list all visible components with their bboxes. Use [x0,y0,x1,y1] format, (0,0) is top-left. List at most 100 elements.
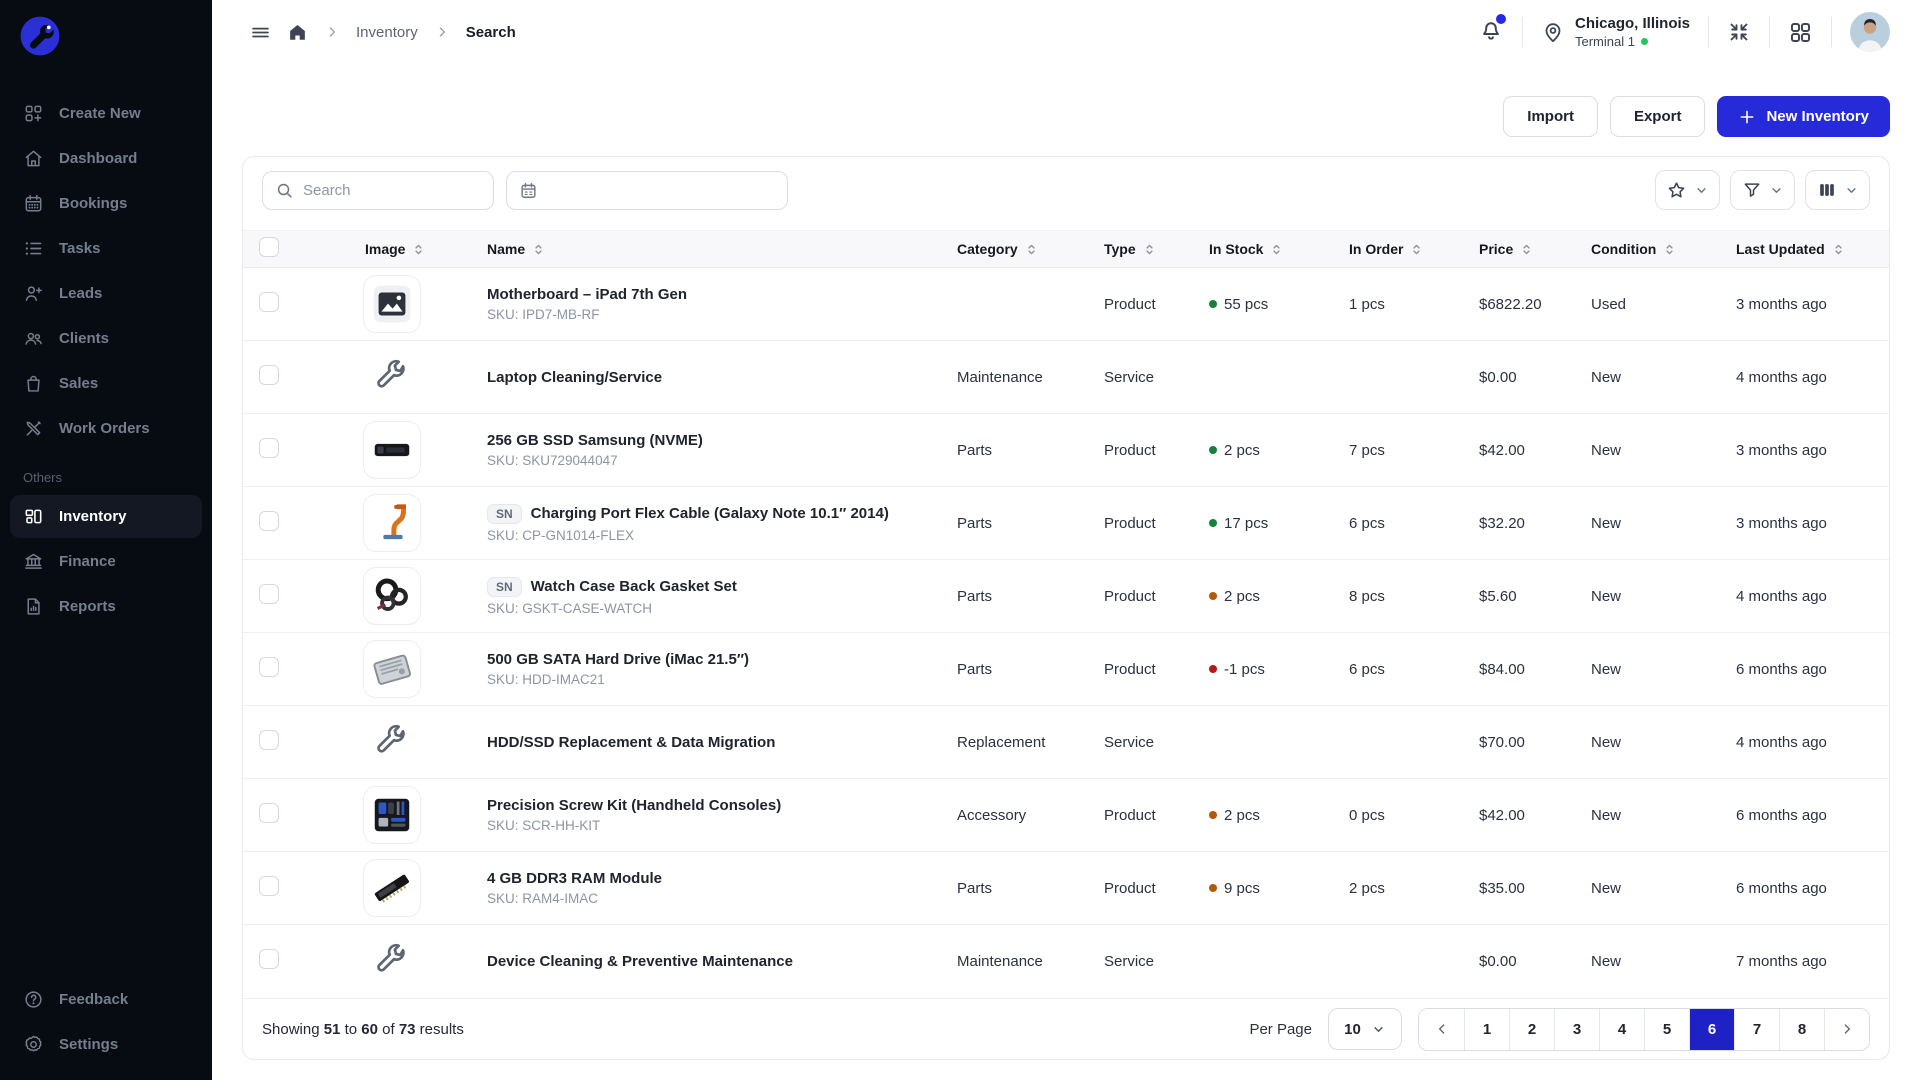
apps-button[interactable] [1788,20,1813,45]
sidebar-item-sales[interactable]: Sales [10,362,202,405]
cell-price: $5.60 [1479,587,1517,605]
row-checkbox[interactable] [259,875,279,896]
page-button-4[interactable]: 4 [1599,1008,1644,1050]
breadcrumb-home-button[interactable] [287,22,308,43]
new-inventory-button[interactable]: New Inventory [1717,96,1890,137]
search-input[interactable] [303,181,481,199]
header-name[interactable]: Name [487,241,957,257]
cell-in-stock: 9 pcs [1209,880,1349,897]
per-page-select[interactable]: 10 [1328,1008,1402,1050]
collapse-view-button[interactable] [1727,20,1751,44]
favorites-filter-button[interactable] [1655,170,1720,210]
header-price[interactable]: Price [1479,241,1591,257]
cell-price: $42.00 [1479,806,1525,824]
sidebar-item-tasks[interactable]: Tasks [10,227,202,270]
cell-price: $42.00 [1479,441,1525,459]
row-checkbox[interactable] [259,729,279,750]
sort-icon [1143,242,1156,257]
star-icon [1666,180,1687,201]
cell-category: Parts [957,660,993,678]
sales-icon [23,373,44,394]
nav-label: Finance [59,553,116,570]
sidebar-item-clients[interactable]: Clients [10,317,202,360]
location-selector[interactable]: Chicago, Illinois Terminal 1 [1541,15,1690,49]
columns-button[interactable] [1805,170,1870,210]
cell-condition: New [1591,660,1622,678]
inventory-table-card: Image Name Category Type In Stock In Ord… [242,156,1890,1060]
page-button-5[interactable]: 5 [1644,1008,1689,1050]
header-last-updated[interactable]: Last Updated [1736,241,1889,257]
cell-type: Product [1104,441,1156,459]
stock-status-dot [1209,884,1217,892]
previous-page-button[interactable] [1419,1008,1464,1050]
columns-icon [1817,180,1837,200]
select-all-checkbox[interactable] [259,236,279,257]
search-icon [275,181,294,200]
sidebar-item-finance[interactable]: Finance [10,540,202,583]
row-checkbox[interactable] [259,802,279,823]
page-button-7[interactable]: 7 [1734,1008,1779,1050]
table-row: 4 GB DDR3 RAM Module SKU: RAM4-IMAC Part… [243,852,1889,925]
header-condition[interactable]: Condition [1591,241,1736,257]
date-filter-box[interactable] [506,170,788,210]
sidebar-item-work-orders[interactable]: Work Orders [10,407,202,450]
header-type[interactable]: Type [1104,241,1209,257]
sidebar-item-bookings[interactable]: Bookings [10,182,202,225]
page-button-1[interactable]: 1 [1464,1008,1509,1050]
notifications-button[interactable] [1478,13,1506,48]
breadcrumb-inventory[interactable]: Inventory [356,23,418,41]
sort-icon [1663,242,1676,257]
nav-label: Dashboard [59,150,138,167]
cable-image [369,500,415,546]
sidebar-item-feedback[interactable]: Feedback [10,978,202,1021]
table-header: Image Name Category Type In Stock In Ord… [243,230,1889,268]
header-in-order[interactable]: In Order [1349,241,1479,257]
next-page-button[interactable] [1824,1008,1869,1050]
row-checkbox[interactable] [259,291,279,312]
header-category[interactable]: Category [957,241,1104,257]
row-checkbox[interactable] [259,949,279,969]
sidebar-item-settings[interactable]: Settings [10,1023,202,1066]
page-button-3[interactable]: 3 [1554,1008,1599,1050]
filter-button[interactable] [1730,170,1795,210]
item-name: Watch Case Back Gasket Set [530,578,737,595]
sidebar-item-reports[interactable]: Reports [10,585,202,628]
sidebar-item-inventory[interactable]: Inventory [10,495,202,538]
sidebar-item-dashboard[interactable]: Dashboard [10,137,202,180]
page-button-6[interactable]: 6 [1689,1008,1734,1050]
app-logo[interactable] [18,14,62,58]
chevron-left-icon [1434,1021,1450,1037]
item-thumbnail [363,567,421,625]
page-button-8[interactable]: 8 [1779,1008,1824,1050]
cell-in-order: 1 pcs [1349,295,1385,313]
sidebar-item-create-new[interactable]: Create New [10,92,202,135]
cell-in-order: 6 pcs [1349,514,1385,532]
reports-icon [23,596,44,617]
row-checkbox[interactable] [259,364,279,385]
header-image[interactable]: Image [307,241,487,257]
cell-type: Service [1104,368,1155,386]
item-name: 256 GB SSD Samsung (NVME) [487,432,703,449]
sort-icon [1025,242,1038,257]
date-filter-input[interactable] [547,181,775,199]
stock-status-dot [1209,446,1217,454]
nav-label: Tasks [59,240,101,257]
page-button-2[interactable]: 2 [1509,1008,1554,1050]
header-in-stock[interactable]: In Stock [1209,241,1349,257]
item-sku: SKU: CP-GN1014-FLEX [487,527,635,543]
service-wrench-icon [373,941,409,977]
sidebar-item-leads[interactable]: Leads [10,272,202,315]
cell-last-updated: 4 months ago [1736,733,1827,751]
row-checkbox[interactable] [259,583,279,604]
export-button[interactable]: Export [1609,96,1706,137]
user-avatar[interactable] [1850,12,1890,52]
cell-in-stock: -1 pcs [1209,661,1349,678]
row-checkbox[interactable] [259,437,279,458]
bookings-icon [23,193,44,214]
sidebar-toggle-button[interactable] [250,22,271,43]
row-checkbox[interactable] [259,510,279,531]
row-checkbox[interactable] [259,656,279,677]
import-button[interactable]: Import [1503,96,1598,137]
sort-icon [1832,242,1845,257]
